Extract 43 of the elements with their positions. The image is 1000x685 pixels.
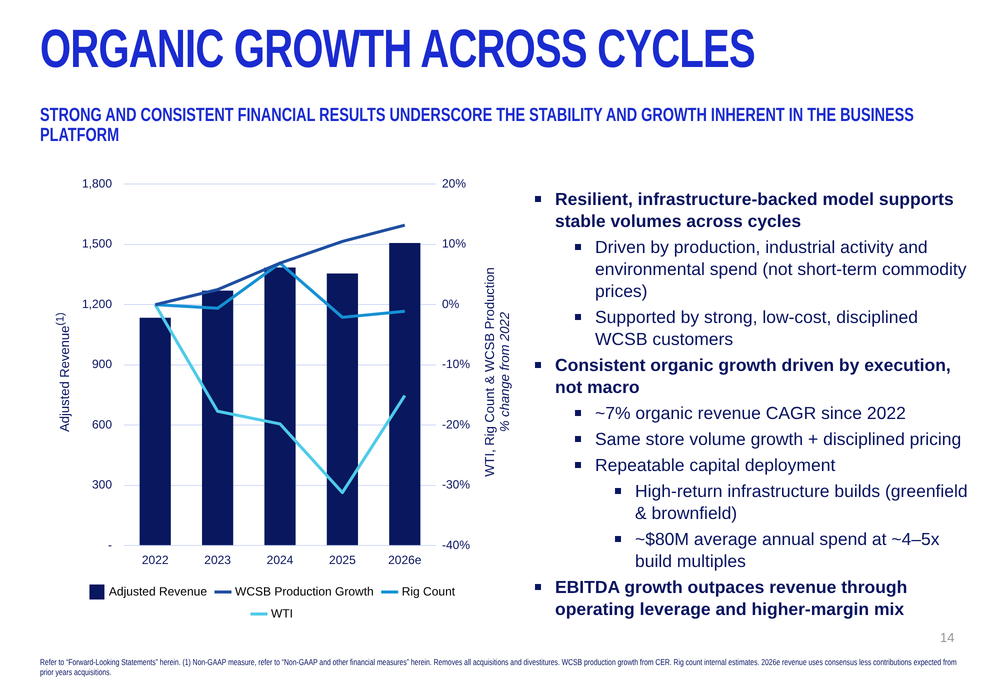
y2-axis-title: WTI, Rig Count & WCSB Production % change from 2022 xyxy=(482,267,512,477)
y2-tick-label: -20% xyxy=(442,417,470,432)
legend-label: WTI xyxy=(271,606,294,620)
bar xyxy=(389,243,420,546)
bar xyxy=(202,290,234,546)
y-tick-label: 300 xyxy=(92,478,112,492)
text: 14 xyxy=(940,630,954,645)
text: STRONG AND CONSISTENT FINANCIAL RESULTS UNDERSCORE THE STABILITY AND GROWTH INHERENT IN THE BUSINESS PLATFORM xyxy=(40,105,914,146)
text: Same store volume growth + disciplined pricing xyxy=(595,429,962,449)
text: Refer to “Forward-Looking Statements” herein. (1) Non-GAAP measure, refer to “Non-GAAP and other financial measures” herein. Removes all acquisitions and divestitures. WCSB production growth from CER. Rig count internal estimates. 2026e revenue uses consensus less contributions expected from prior years acquisitions. xyxy=(40,657,958,677)
chart-title: ORGANIC GROWTH ACROSS CYCLES xyxy=(40,18,755,80)
legend-label: WCSB Production Growth xyxy=(234,584,374,598)
y2-tick-label: 10% xyxy=(442,236,466,251)
text: Driven by production, industrial activity and environmental spend (not short-term commodity prices) xyxy=(595,237,967,301)
y2-tick-label: 0% xyxy=(442,296,460,311)
bar xyxy=(140,318,171,546)
text: Repeatable capital deployment xyxy=(595,455,836,475)
x-tick-label: 2025 xyxy=(329,553,356,568)
y-tick-label: 600 xyxy=(92,417,112,432)
y2-tick-label: -30% xyxy=(442,478,470,492)
y2-tick-label: -10% xyxy=(442,357,470,372)
text: Consistent organic growth driven by execution, not macro xyxy=(555,355,951,397)
y2-tick-label: 20% xyxy=(442,176,466,191)
y2-tick-label: -40% xyxy=(442,538,470,552)
text: High-return infrastructure builds (greenfield & brownfield) xyxy=(635,481,968,523)
bar xyxy=(326,274,358,546)
text: EBITDA growth outpaces revenue through operating leverage and higher-margin mix xyxy=(555,577,908,619)
y-tick-label: 900 xyxy=(92,357,112,372)
text: Supported by strong, low-cost, disciplined WCSB customers xyxy=(595,307,918,349)
y-tick-label: 1,200 xyxy=(82,296,112,311)
x-tick-label: 2026e xyxy=(388,553,422,568)
text: ~7% organic revenue CAGR since 2022 xyxy=(595,403,906,423)
x-tick-label: 2024 xyxy=(266,553,294,568)
text: Resilient, infrastructure-backed model supports stable volumes across cycles xyxy=(555,189,954,231)
y-tick-label: 1,800 xyxy=(82,176,112,191)
bar xyxy=(264,268,296,546)
legend-label: Adjusted Revenue xyxy=(108,584,208,598)
text: ~$80M average annual spend at ~4–5x build multiples xyxy=(635,529,940,571)
x-tick-label: 2022 xyxy=(142,553,169,568)
legend-label: Rig Count xyxy=(402,584,456,598)
x-tick-label: 2023 xyxy=(204,553,232,568)
y-tick-label: - xyxy=(108,538,112,552)
y-tick-label: 1,500 xyxy=(82,236,112,251)
